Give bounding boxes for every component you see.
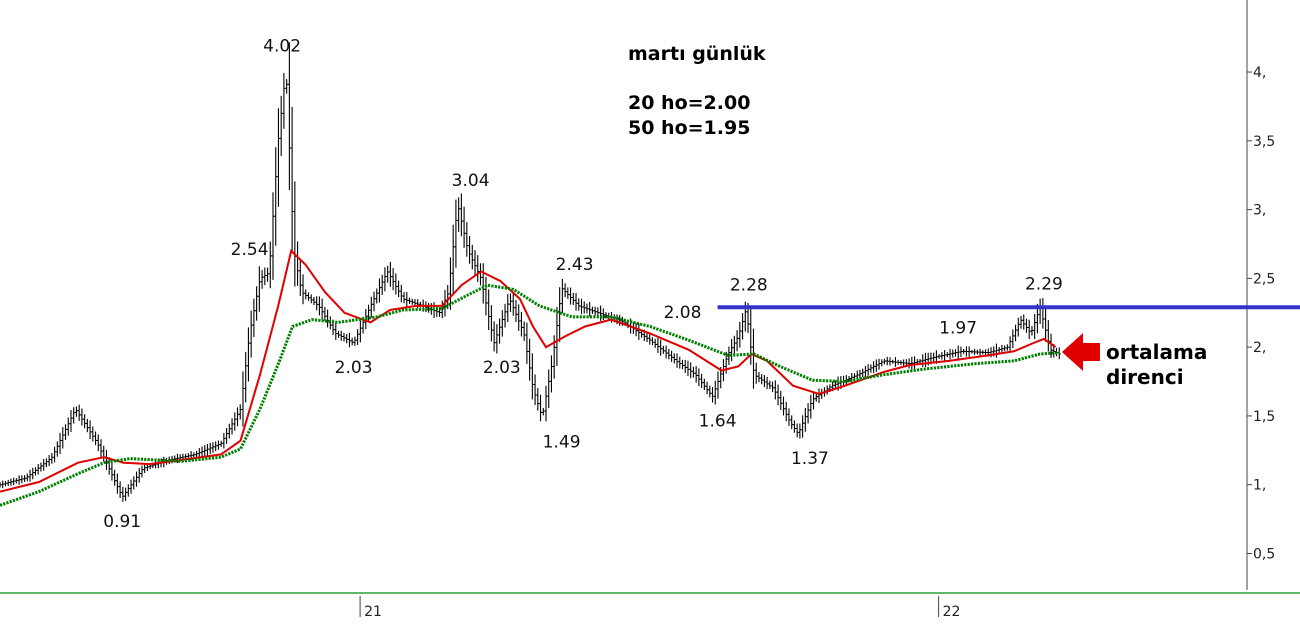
title-line-4: 50 ho=1.95: [628, 117, 750, 139]
y-tick-label: 1,: [1253, 478, 1266, 494]
price-label: 1.64: [699, 412, 737, 432]
y-tick-label: 3,: [1253, 203, 1266, 219]
price-bars-layer: [0, 42, 1061, 502]
price-label: 1.49: [543, 432, 581, 452]
price-label: 2.29: [1025, 274, 1063, 294]
ma50-line: [0, 283, 1060, 507]
price-label: 0.91: [103, 512, 141, 532]
y-axis-ticks: 0,5 1, 1,5 2, 2,5 3, 3,5 4,: [1247, 65, 1275, 562]
red-arrow-icon: [1062, 333, 1100, 371]
price-label: 2.43: [556, 255, 594, 275]
annotation-line-2: direnci: [1106, 365, 1184, 389]
price-label: 2.28: [730, 276, 768, 296]
price-label: 1.37: [791, 449, 829, 469]
chart-title-block: martı günlük 20 ho=2.00 50 ho=1.95: [628, 43, 766, 139]
price-label: 2.03: [335, 358, 373, 378]
title-line-1: martı günlük: [628, 43, 766, 65]
ma20-line: [0, 248, 1057, 493]
x-tick-label: 22: [943, 604, 961, 620]
price-labels-layer: 4.02 2.54 0.91 2.03 3.04 2.03 1.49 2.43 2.08 2.28…: [103, 36, 1063, 532]
y-tick-label: 0,5: [1253, 546, 1275, 562]
price-label: 4.02: [263, 36, 301, 56]
price-label: 2.08: [664, 303, 702, 323]
y-tick-label: 1,5: [1253, 409, 1275, 425]
price-label: 2.03: [483, 358, 521, 378]
annotation-block: ortalama direnci: [1062, 333, 1207, 389]
price-label: 3.04: [452, 171, 490, 191]
y-tick-label: 2,: [1253, 340, 1266, 356]
moving-averages-layer: [0, 248, 1060, 507]
annotation-line-1: ortalama: [1106, 340, 1207, 364]
title-line-3: 20 ho=2.00: [628, 92, 750, 114]
y-tick-label: 3,5: [1253, 134, 1275, 150]
price-label: 2.54: [231, 240, 269, 260]
price-label: 1.97: [939, 318, 977, 338]
y-tick-label: 2,5: [1253, 271, 1275, 287]
x-tick-label: 21: [364, 604, 382, 620]
y-tick-label: 4,: [1253, 65, 1266, 81]
x-axis-ticks: 21 22: [359, 596, 961, 620]
